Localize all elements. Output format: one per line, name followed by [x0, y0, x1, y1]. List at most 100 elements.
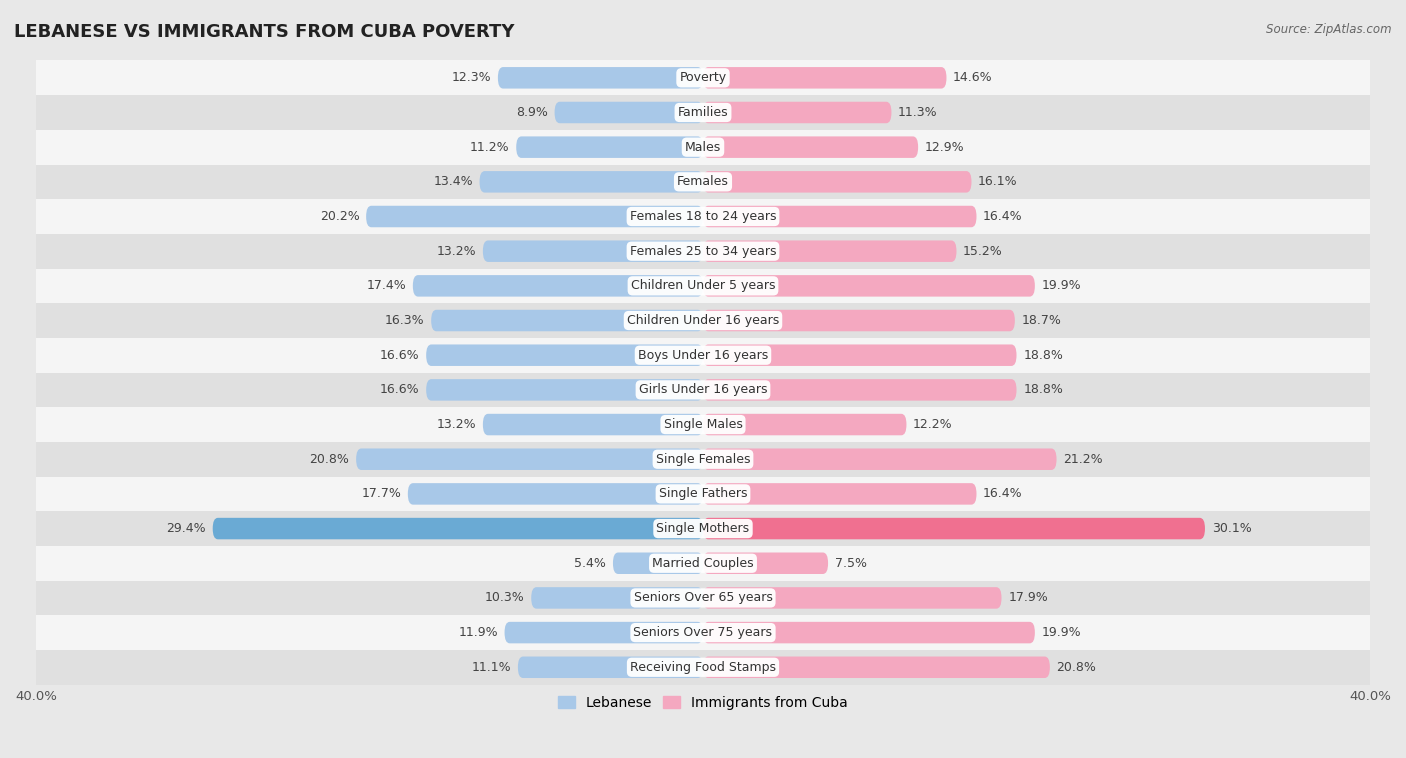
Text: Girls Under 16 years: Girls Under 16 years [638, 384, 768, 396]
Text: 17.7%: 17.7% [361, 487, 401, 500]
Text: 10.3%: 10.3% [485, 591, 524, 604]
FancyBboxPatch shape [703, 310, 1015, 331]
Text: 18.7%: 18.7% [1022, 314, 1062, 327]
FancyBboxPatch shape [554, 102, 703, 124]
FancyBboxPatch shape [703, 449, 1056, 470]
FancyBboxPatch shape [703, 344, 1017, 366]
Text: Receiving Food Stamps: Receiving Food Stamps [630, 661, 776, 674]
Text: 29.4%: 29.4% [166, 522, 207, 535]
FancyBboxPatch shape [408, 483, 703, 505]
Text: 30.1%: 30.1% [1212, 522, 1251, 535]
Legend: Lebanese, Immigrants from Cuba: Lebanese, Immigrants from Cuba [553, 690, 853, 715]
Text: 11.1%: 11.1% [471, 661, 512, 674]
Text: Single Females: Single Females [655, 453, 751, 465]
Bar [37, 477, 1369, 511]
Text: 18.8%: 18.8% [1024, 349, 1063, 362]
Text: 7.5%: 7.5% [835, 556, 866, 570]
Text: Families: Families [678, 106, 728, 119]
Text: Females: Females [678, 175, 728, 188]
Bar [37, 372, 1369, 407]
Text: Seniors Over 75 years: Seniors Over 75 years [634, 626, 772, 639]
Text: 16.6%: 16.6% [380, 349, 419, 362]
Text: Children Under 16 years: Children Under 16 years [627, 314, 779, 327]
Text: 12.9%: 12.9% [925, 141, 965, 154]
Text: 16.1%: 16.1% [979, 175, 1018, 188]
Text: 5.4%: 5.4% [575, 556, 606, 570]
Text: Single Mothers: Single Mothers [657, 522, 749, 535]
Bar [37, 511, 1369, 546]
Text: 19.9%: 19.9% [1042, 280, 1081, 293]
FancyBboxPatch shape [703, 587, 1001, 609]
FancyBboxPatch shape [703, 553, 828, 574]
FancyBboxPatch shape [703, 622, 1035, 644]
Bar [37, 61, 1369, 96]
Text: 20.8%: 20.8% [309, 453, 350, 465]
Bar [37, 581, 1369, 615]
FancyBboxPatch shape [703, 414, 907, 435]
Bar [37, 546, 1369, 581]
Text: 12.2%: 12.2% [912, 418, 953, 431]
FancyBboxPatch shape [703, 656, 1050, 678]
Text: 12.3%: 12.3% [451, 71, 491, 84]
FancyBboxPatch shape [482, 240, 703, 262]
Text: 8.9%: 8.9% [516, 106, 548, 119]
FancyBboxPatch shape [432, 310, 703, 331]
Text: 16.4%: 16.4% [983, 210, 1022, 223]
Bar [37, 164, 1369, 199]
Text: 11.9%: 11.9% [458, 626, 498, 639]
FancyBboxPatch shape [703, 136, 918, 158]
Text: 13.4%: 13.4% [433, 175, 472, 188]
FancyBboxPatch shape [517, 656, 703, 678]
Text: 20.2%: 20.2% [319, 210, 360, 223]
Text: 13.2%: 13.2% [437, 418, 477, 431]
FancyBboxPatch shape [479, 171, 703, 193]
Text: LEBANESE VS IMMIGRANTS FROM CUBA POVERTY: LEBANESE VS IMMIGRANTS FROM CUBA POVERTY [14, 23, 515, 41]
FancyBboxPatch shape [356, 449, 703, 470]
Text: 19.9%: 19.9% [1042, 626, 1081, 639]
Text: 17.9%: 17.9% [1008, 591, 1047, 604]
FancyBboxPatch shape [703, 379, 1017, 401]
Bar [37, 615, 1369, 650]
Text: 16.3%: 16.3% [385, 314, 425, 327]
FancyBboxPatch shape [482, 414, 703, 435]
Bar [37, 303, 1369, 338]
Bar [37, 96, 1369, 130]
Bar [37, 130, 1369, 164]
Text: Males: Males [685, 141, 721, 154]
FancyBboxPatch shape [703, 240, 956, 262]
Text: Single Males: Single Males [664, 418, 742, 431]
Text: 16.4%: 16.4% [983, 487, 1022, 500]
FancyBboxPatch shape [703, 171, 972, 193]
Bar [37, 268, 1369, 303]
Bar [37, 650, 1369, 684]
FancyBboxPatch shape [703, 67, 946, 89]
FancyBboxPatch shape [703, 518, 1205, 540]
Text: Children Under 5 years: Children Under 5 years [631, 280, 775, 293]
FancyBboxPatch shape [703, 102, 891, 124]
Text: Boys Under 16 years: Boys Under 16 years [638, 349, 768, 362]
Text: 15.2%: 15.2% [963, 245, 1002, 258]
Bar [37, 338, 1369, 372]
Text: 21.2%: 21.2% [1063, 453, 1102, 465]
Bar [37, 407, 1369, 442]
Text: Females 25 to 34 years: Females 25 to 34 years [630, 245, 776, 258]
FancyBboxPatch shape [366, 205, 703, 227]
Bar [37, 199, 1369, 234]
Text: 11.2%: 11.2% [470, 141, 509, 154]
FancyBboxPatch shape [426, 344, 703, 366]
FancyBboxPatch shape [505, 622, 703, 644]
Text: Seniors Over 65 years: Seniors Over 65 years [634, 591, 772, 604]
FancyBboxPatch shape [703, 275, 1035, 296]
Text: Married Couples: Married Couples [652, 556, 754, 570]
Bar [37, 234, 1369, 268]
Bar [37, 442, 1369, 477]
FancyBboxPatch shape [426, 379, 703, 401]
Text: 13.2%: 13.2% [437, 245, 477, 258]
Text: Single Fathers: Single Fathers [659, 487, 747, 500]
FancyBboxPatch shape [613, 553, 703, 574]
Text: Source: ZipAtlas.com: Source: ZipAtlas.com [1267, 23, 1392, 36]
FancyBboxPatch shape [413, 275, 703, 296]
Text: 14.6%: 14.6% [953, 71, 993, 84]
Text: Poverty: Poverty [679, 71, 727, 84]
FancyBboxPatch shape [703, 205, 977, 227]
